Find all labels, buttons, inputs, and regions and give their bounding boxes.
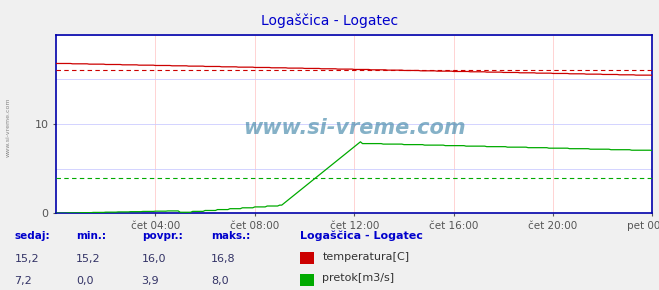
Text: sedaj:: sedaj:: [14, 231, 50, 241]
Text: povpr.:: povpr.:: [142, 231, 183, 241]
Text: pretok[m3/s]: pretok[m3/s]: [322, 273, 394, 283]
Text: 15,2: 15,2: [14, 254, 39, 264]
Text: 3,9: 3,9: [142, 276, 159, 286]
Text: Logaščica - Logatec: Logaščica - Logatec: [300, 231, 422, 241]
Text: 7,2: 7,2: [14, 276, 32, 286]
Text: 8,0: 8,0: [211, 276, 229, 286]
Text: maks.:: maks.:: [211, 231, 250, 241]
Text: Logaščica - Logatec: Logaščica - Logatec: [261, 13, 398, 28]
Text: www.si-vreme.com: www.si-vreme.com: [243, 117, 465, 137]
Text: 16,8: 16,8: [211, 254, 235, 264]
Text: min.:: min.:: [76, 231, 106, 241]
Text: 0,0: 0,0: [76, 276, 94, 286]
Text: 15,2: 15,2: [76, 254, 100, 264]
Text: www.si-vreme.com: www.si-vreme.com: [5, 98, 11, 157]
Text: temperatura[C]: temperatura[C]: [322, 251, 409, 262]
Text: 16,0: 16,0: [142, 254, 166, 264]
